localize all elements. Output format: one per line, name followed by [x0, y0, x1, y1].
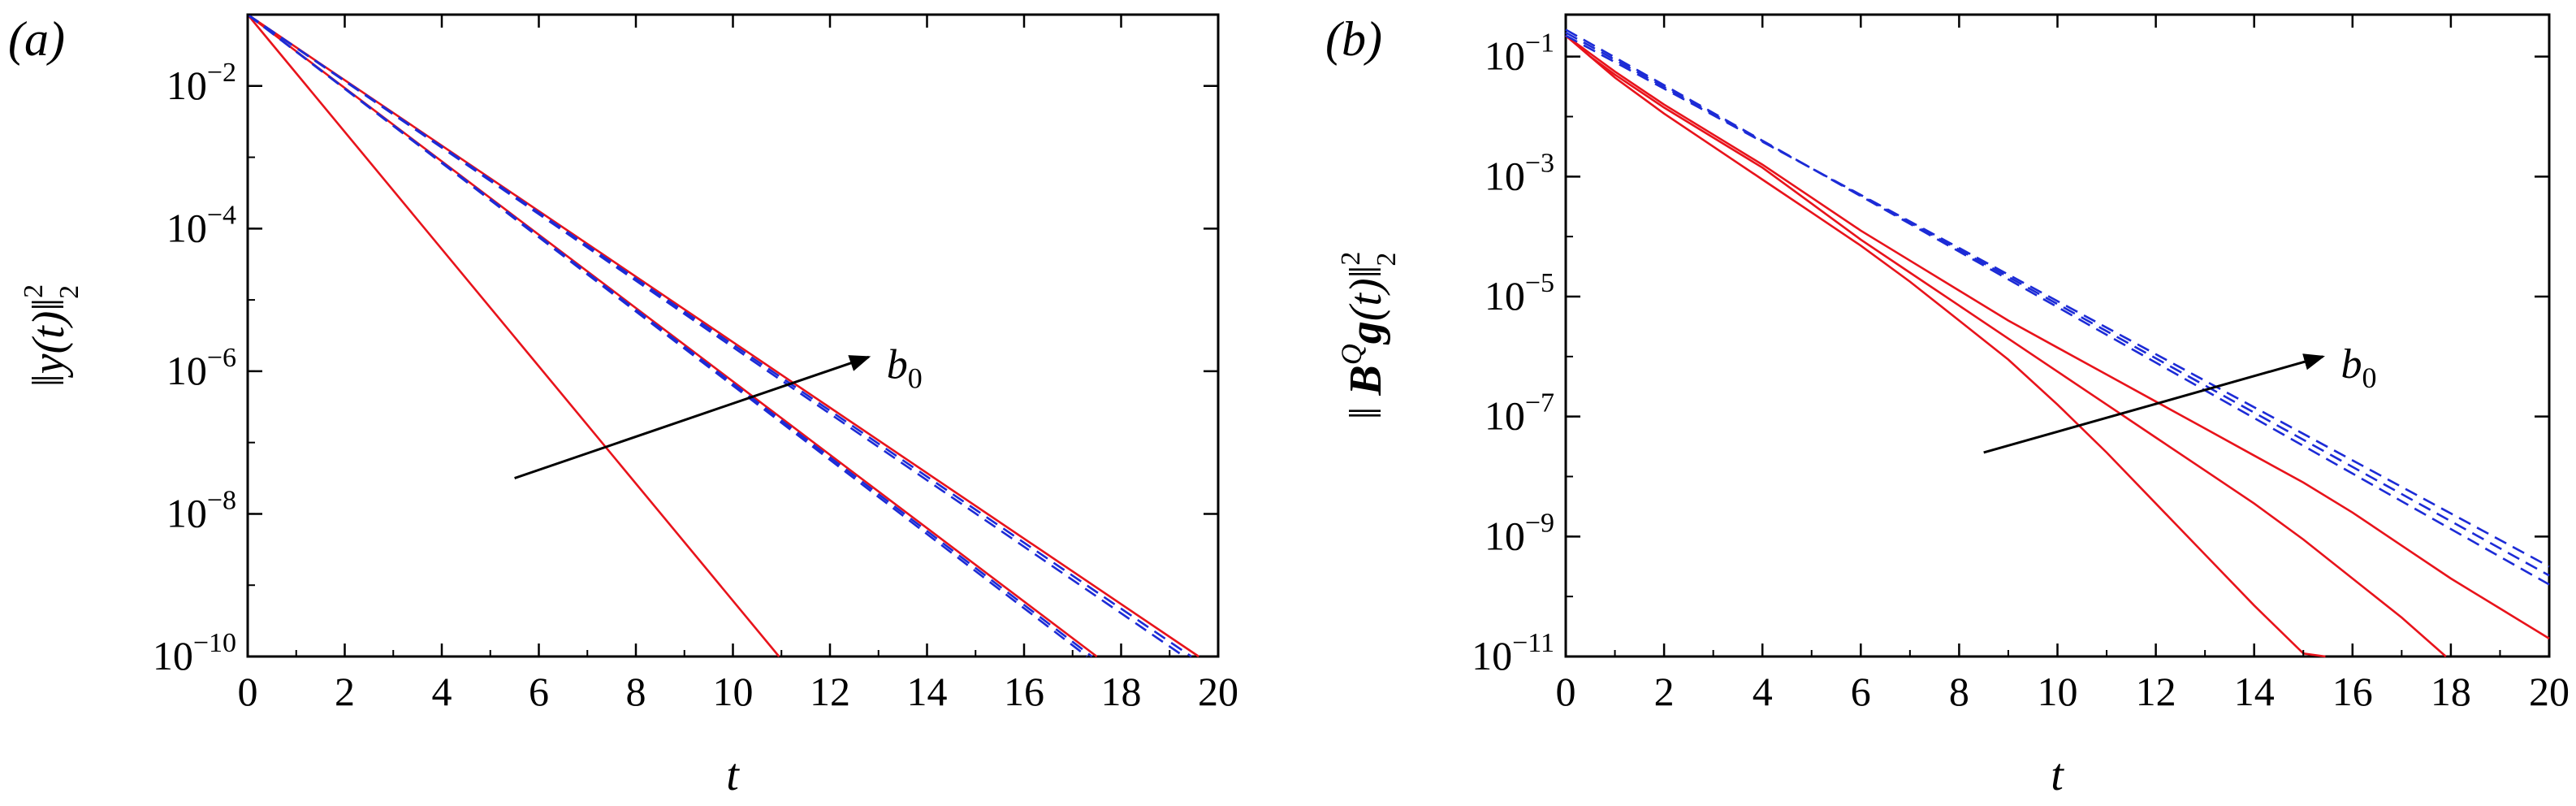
y-tick-label: 10−2 — [166, 58, 236, 108]
y-tick-label: 10−7 — [1485, 388, 1554, 439]
panel-a-series-dashed-4 — [247, 13, 1192, 658]
panel-a-ylabel-arg: (t) — [24, 311, 74, 354]
x-tick-label: 14 — [907, 669, 948, 714]
panel-b-series-solid-3 — [1565, 34, 2550, 640]
panel-b-series-dashed-3 — [1565, 34, 2550, 568]
panel-b: (b) 0 2 4 6 8 10 12 14 16 18 20 10−1110−910−710−51… — [1325, 12, 2570, 800]
x-tick-label: 0 — [1556, 669, 1576, 714]
panel-a-plot-area — [246, 13, 1199, 658]
panel-a-plot-frame — [246, 13, 1220, 658]
panel-a-series-solid-2 — [247, 13, 1098, 658]
panel-b-plot-frame — [1564, 13, 2551, 658]
panel-b-series-solid-2 — [1565, 34, 2447, 657]
panel-a-series-dashed-2 — [247, 13, 1093, 658]
x-tick-label: 2 — [1654, 669, 1675, 714]
panel-a-label: (a) — [8, 12, 65, 66]
x-tick-label: 18 — [1101, 669, 1142, 714]
x-tick-label: 8 — [1949, 669, 1969, 714]
panel-b-ylabel-suffix: ‖ — [1341, 266, 1391, 279]
y-tick-label: 10−3 — [1485, 148, 1554, 198]
x-tick-label: 12 — [2136, 669, 2176, 714]
y-tick-label: 10−1 — [1485, 28, 1554, 79]
y-tick-label: 10−6 — [166, 343, 236, 393]
x-tick-label: 16 — [1004, 669, 1044, 714]
x-tick-label: 20 — [1198, 669, 1238, 714]
panel-b-label: (b) — [1325, 12, 1382, 66]
x-tick-label: 4 — [1753, 669, 1773, 714]
x-tick-label: 6 — [529, 669, 549, 714]
panel-b-ylabel-prefix: ‖ — [1341, 396, 1391, 420]
x-tick-label: 2 — [335, 669, 355, 714]
annotation-arrow — [514, 355, 871, 479]
x-tick-label: 10 — [713, 669, 754, 714]
panel-b-y-axis-label: ‖ BQg(t)‖2 2 — [1335, 252, 1402, 420]
x-tick-label: 4 — [432, 669, 452, 714]
y-tick-label: 10−11 — [1472, 628, 1554, 678]
x-tick-label: 8 — [626, 669, 646, 714]
panel-a-ylabel-var: y — [24, 353, 74, 378]
annotation-label: b0 — [887, 341, 923, 394]
panel-b-ylabel-sub: 2 — [1372, 253, 1402, 266]
panel-a-x-ticks: 0 2 4 6 8 10 12 14 16 18 20 — [238, 15, 1238, 714]
panel-b-annotation: b0 — [1983, 341, 2376, 454]
x-tick-label: 14 — [2234, 669, 2275, 714]
panel-a-series-solid-1 — [246, 14, 780, 657]
x-tick-label: 12 — [810, 669, 850, 714]
panel-a-y-ticks: 10−10 10−8 10−6 10−4 10−2 — [153, 14, 1218, 678]
x-tick-label: 10 — [2038, 669, 2078, 714]
panel-b-ylabel-var: B — [1341, 365, 1391, 396]
panel-b-plot-area — [1565, 28, 2550, 658]
panel-b-x-ticks: 0 2 4 6 8 10 12 14 16 18 20 — [1556, 15, 2570, 714]
y-tick-label: 10−4 — [166, 200, 236, 250]
y-tick-label: 10−5 — [1485, 268, 1554, 318]
panel-a-ylabel-sup: 2 — [19, 284, 49, 298]
x-tick-label: 0 — [238, 669, 258, 714]
y-tick-label: 10−8 — [166, 485, 236, 535]
y-tick-label: 10−9 — [1485, 508, 1554, 558]
x-tick-label: 16 — [2332, 669, 2373, 714]
panel-b-y-ticks: 10−11 10−9 10−7 10−5 10−3 10−1 — [1472, 28, 2549, 678]
panel-b-x-axis-label: t — [2051, 750, 2064, 800]
panel-b-ylabel-arg: (t) — [1341, 278, 1391, 321]
panel-b-series-group — [1565, 28, 2550, 658]
panel-b-ylabel-supvar: Q — [1335, 344, 1368, 365]
x-tick-label: 18 — [2431, 669, 2471, 714]
x-tick-label: 6 — [1851, 669, 1871, 714]
panel-a-x-axis-label: t — [726, 750, 740, 800]
y-tick-label: 10−10 — [153, 628, 236, 678]
panel-b-ylabel-var2: g — [1341, 321, 1391, 345]
panel-a-annotation: b0 — [514, 341, 923, 479]
panel-b-ylabel-sup: 2 — [1336, 252, 1366, 266]
panel-a-series-dashed-1 — [247, 13, 1088, 658]
panel-a-ylabel-suffix: ‖ — [24, 298, 74, 311]
svg-text:‖y(t)‖22: ‖y(t)‖2 2 — [19, 284, 84, 387]
panel-a-y-axis-label: ‖y(t)‖2 2 — [19, 284, 84, 387]
annotation-label: b0 — [2340, 341, 2376, 394]
x-tick-label: 20 — [2529, 669, 2570, 714]
panel-a: (a) 0 2 4 6 8 10 12 14 16 18 20 10−1010−810−610−41… — [8, 12, 1238, 800]
panel-b-series-dashed-2 — [1565, 31, 2550, 577]
panel-a-ylabel-prefix: ‖ — [24, 374, 74, 387]
panel-b-series-solid-1 — [1565, 34, 2326, 658]
annotation-arrow — [1983, 353, 2325, 454]
panel-a-ylabel-sub: 2 — [54, 285, 84, 299]
panel-a-series-group — [246, 13, 1199, 658]
svg-text:‖ BQg(t)‖22: ‖ BQg(t)‖2 2 — [1335, 252, 1402, 420]
